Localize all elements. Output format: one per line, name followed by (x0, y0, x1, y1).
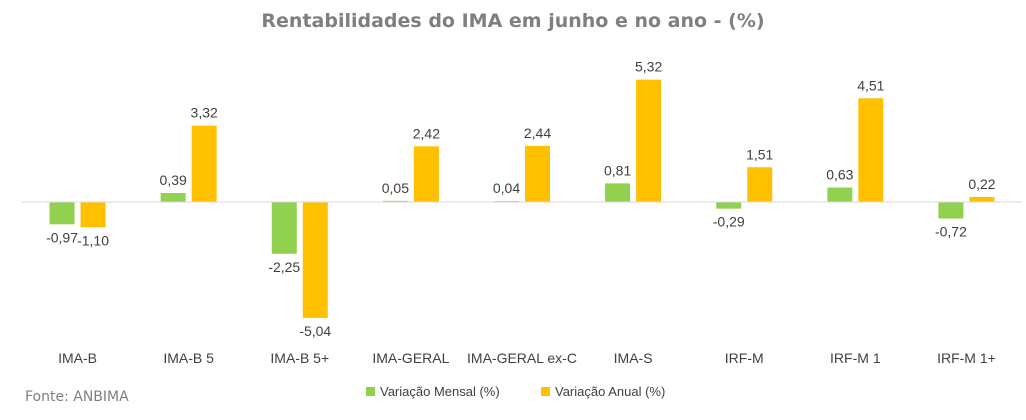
data-label-mensal-ima-b-5: -2,25 (268, 259, 300, 275)
bar-anual-ima-b (80, 202, 106, 228)
bar-mensal-ima-b-5 (160, 193, 186, 202)
data-label-mensal-irf-m-1: 0,63 (826, 167, 853, 183)
data-label-mensal-ima-b-5: 0,39 (160, 172, 187, 188)
data-label-mensal-irf-m: -0,29 (713, 214, 745, 230)
bar-anual-irf-m-1 (858, 98, 884, 202)
data-label-anual-irf-m-1: 0,22 (968, 176, 995, 192)
bar-anual-irf-m (747, 167, 773, 202)
bar-mensal-ima-geral (382, 200, 408, 202)
bar-mensal-ima-b-5 (271, 202, 297, 254)
data-label-mensal-ima-s: 0,81 (604, 162, 631, 178)
data-label-anual-ima-b-5: -5,04 (299, 323, 331, 339)
source-note: Fonte: ANBIMA (25, 389, 129, 405)
data-label-mensal-ima-geral: 0,05 (382, 180, 409, 196)
bar-mensal-ima-b (49, 202, 75, 225)
data-label-anual-ima-geral: 2,42 (413, 125, 440, 141)
data-label-anual-irf-m: 1,51 (746, 146, 773, 162)
bar-mensal-irf-m-1 (827, 187, 853, 202)
category-label-irf-m-1: IRF-M 1 (830, 350, 881, 366)
data-label-mensal-irf-m-1: -0,72 (935, 224, 967, 240)
bar-anual-ima-b-5 (302, 202, 328, 318)
category-label-ima-b-5: IMA-B 5+ (270, 350, 329, 366)
bar-anual-ima-geral-ex-c (525, 145, 550, 202)
bar-mensal-ima-s (605, 183, 631, 202)
data-label-anual-ima-geral-ex-c: 2,44 (524, 125, 551, 141)
data-label-mensal-ima-geral-ex-c: 0,04 (493, 180, 520, 196)
legend-label-mensal: Variação Mensal (%) (380, 384, 500, 399)
data-label-mensal-ima-b: -0,97 (46, 229, 78, 245)
category-label-irf-m-1: IRF-M 1+ (937, 350, 996, 366)
legend-swatch-mensal (366, 387, 375, 396)
bar-mensal-irf-m (716, 202, 742, 209)
chart-title: Rentabilidades do IMA em junho e no ano … (261, 10, 764, 32)
category-label-irf-m: IRF-M (725, 350, 764, 366)
data-label-anual-ima-b-5: 3,32 (191, 105, 218, 121)
data-label-anual-ima-b: -1,10 (77, 232, 109, 248)
category-label-ima-s: IMA-S (614, 350, 653, 366)
category-labels: IMA-B IMA-B 5 IMA-B 5+ IMA-GERAL IMA-GERAL e… (58, 350, 996, 366)
bar-anual-irf-m-1 (969, 196, 995, 202)
category-label-ima-geral: IMA-GERAL (372, 350, 449, 366)
bars-layer: -0,97 -1,10 0,39 3,32 -2,25 -5,04 0,05 2,42 0,04… (46, 59, 996, 339)
data-label-anual-irf-m-1: 4,51 (857, 77, 884, 93)
legend: Variação Mensal (%) Variação Anual (%) (366, 384, 665, 399)
category-label-ima-b: IMA-B (58, 350, 97, 366)
category-label-ima-b-5: IMA-B 5 (163, 350, 214, 366)
legend-label-anual: Variação Anual (%) (555, 384, 665, 399)
bar-anual-ima-b-5 (191, 125, 217, 202)
legend-swatch-anual (541, 387, 550, 396)
bar-mensal-irf-m-1 (938, 202, 964, 219)
bar-anual-ima-geral (413, 146, 439, 202)
category-label-ima-geral-ex-c: IMA-GERAL ex-C (467, 350, 577, 366)
bar-anual-ima-s (636, 79, 662, 202)
data-label-anual-ima-s: 5,32 (635, 59, 662, 75)
